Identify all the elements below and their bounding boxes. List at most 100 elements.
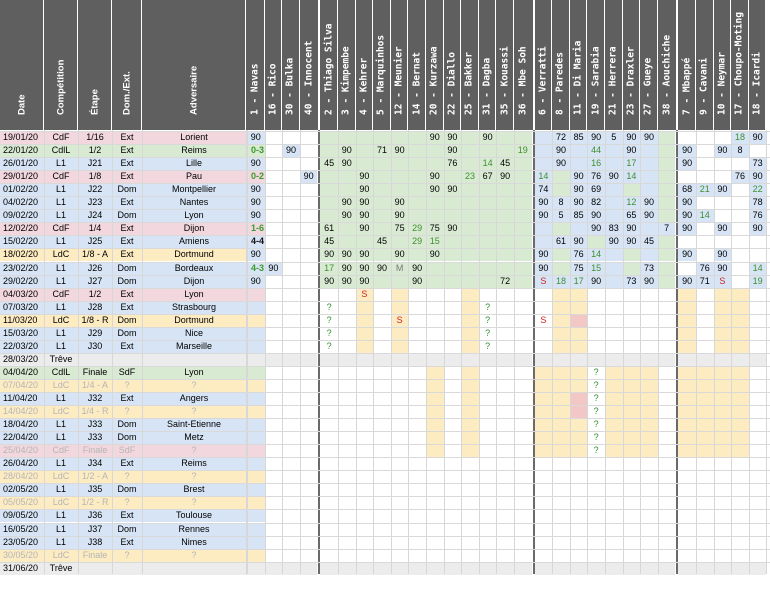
header-player[interactable]: 25 - Bakker <box>461 0 479 130</box>
row-opp[interactable]: Strasbourg <box>142 300 246 314</box>
row-opp[interactable]: Amiens <box>142 235 246 249</box>
row-opp[interactable]: Nantes <box>142 196 246 210</box>
header-player[interactable]: 4 - Kehrer <box>355 0 374 130</box>
header-player[interactable]: 27 - Gueye <box>640 0 658 130</box>
row-opp[interactable]: Nimes <box>142 535 246 549</box>
player-cell <box>444 301 462 314</box>
player-cell <box>535 549 553 562</box>
player-cell <box>247 262 265 275</box>
row-opp[interactable]: Marseille <box>142 339 246 353</box>
header-player[interactable]: 17 - Choupo-Moting <box>731 0 749 130</box>
player-cell <box>678 457 696 470</box>
player-cell <box>390 131 409 145</box>
header-player[interactable]: 12 - Meunier <box>390 0 409 130</box>
row-comp: L1 <box>44 418 78 432</box>
header-stage[interactable]: Étape <box>78 0 112 130</box>
row-opp[interactable]: ? <box>142 378 246 392</box>
header-player[interactable]: 7 - Mbappé <box>678 0 696 130</box>
player-cell: 45 <box>320 235 338 249</box>
row-opp[interactable]: Rennes <box>142 522 246 536</box>
player-cell <box>749 496 767 509</box>
header-competition[interactable]: Compétition <box>44 0 78 130</box>
grid-line-vertical <box>496 130 498 574</box>
row-opp[interactable]: Reims <box>142 457 246 471</box>
header-player[interactable]: 14 - Bernat <box>408 0 426 130</box>
header-label: Adversaire <box>188 65 199 115</box>
player-cell <box>282 183 300 196</box>
player-cell <box>443 209 462 223</box>
header-player[interactable]: 30 - Bulka <box>282 0 300 130</box>
row-opp[interactable]: ? <box>142 470 246 484</box>
header-player[interactable]: 21 - Herrera <box>605 0 623 130</box>
row-stage: J38 <box>78 535 112 549</box>
header-player[interactable]: 3 - Kimpembe <box>338 0 356 130</box>
row-opp[interactable] <box>142 352 246 366</box>
header-player[interactable]: 22 - Diallo <box>443 0 462 130</box>
header-player[interactable]: 31 - Dagba <box>478 0 497 130</box>
row-opp[interactable]: ? <box>142 444 246 458</box>
row-venue: Dom <box>112 431 142 445</box>
header-player[interactable]: 18 - Icardi <box>748 0 767 130</box>
header-player-label: 35 - Kouassi <box>499 46 511 115</box>
header-player[interactable]: 20 - Kurzawa <box>426 0 444 130</box>
row-opp[interactable]: ? <box>142 548 246 562</box>
row-opp[interactable]: Metz <box>142 431 246 445</box>
row-stage: J32 <box>78 392 112 406</box>
row-opp[interactable]: Lorient <box>142 131 246 145</box>
header-opponent[interactable]: Adversaire <box>142 0 246 130</box>
header-player[interactable]: 2 - Thiago Silva <box>320 0 338 130</box>
header-player[interactable]: 8 - Paredes <box>552 0 570 130</box>
row-opp[interactable]: Saint-Etienne <box>142 418 246 432</box>
player-cell: 73 <box>748 157 767 171</box>
header-player[interactable]: 9 - Cavani <box>696 0 714 130</box>
row-comp: CdlL <box>44 144 78 158</box>
header-player[interactable]: 40 - Innocent <box>299 0 321 130</box>
player-cell <box>300 157 318 170</box>
player-cell <box>552 536 570 549</box>
row-comp: LdC <box>44 496 78 510</box>
header-player[interactable]: 38 - Aouchiche <box>657 0 679 130</box>
row-opp[interactable]: Dortmund <box>142 313 246 327</box>
row-opp[interactable]: ? <box>142 405 246 419</box>
row-opp[interactable]: Lyon <box>142 365 246 379</box>
header-player[interactable]: 6 - Verratti <box>534 0 553 130</box>
header-player[interactable]: 11 - Di Maria <box>569 0 588 130</box>
row-opp[interactable]: Lyon <box>142 287 246 301</box>
row-opp[interactable]: Angers <box>142 392 246 406</box>
header-venue[interactable]: Dom./Ext. <box>112 0 142 130</box>
row-opp[interactable]: Dijon <box>142 274 246 288</box>
row-opp[interactable] <box>142 561 246 575</box>
row-opp[interactable]: Toulouse <box>142 509 246 523</box>
row-opp[interactable]: Dortmund <box>142 248 246 262</box>
row-opp[interactable]: Bordeaux <box>142 261 246 275</box>
player-cell <box>657 144 676 158</box>
row-opp[interactable]: Nice <box>142 326 246 340</box>
header-player[interactable]: 36 - Mbe Soh <box>514 0 535 130</box>
row-opp[interactable]: Lyon <box>142 209 246 223</box>
row-venue: ? <box>112 548 142 562</box>
player-cell <box>552 405 570 419</box>
player-cell <box>265 405 283 418</box>
row-opp[interactable]: Brest <box>142 483 246 497</box>
row-opp[interactable]: Lille <box>142 157 246 171</box>
header-date[interactable]: Date <box>0 0 44 130</box>
player-cell <box>444 392 462 405</box>
row-opp[interactable]: Montpellier <box>142 183 246 197</box>
header-player[interactable]: 1 - Navas <box>247 0 265 130</box>
player-cell: 90 <box>622 131 641 145</box>
player-cell <box>569 313 588 327</box>
player-cell <box>678 313 696 327</box>
player-cell: 71 <box>373 144 391 158</box>
player-cell: 90 <box>713 222 732 236</box>
header-player[interactable]: 19 - Sarabia <box>587 0 605 130</box>
header-player[interactable]: 16 - Rico <box>264 0 283 130</box>
row-opp[interactable]: Dijon <box>142 222 246 236</box>
header-player[interactable]: 23 - Draxler <box>622 0 641 130</box>
row-opp[interactable]: Pau <box>142 170 246 184</box>
header-player[interactable]: 35 - Kouassi <box>496 0 514 130</box>
player-cell <box>534 561 553 575</box>
row-opp[interactable]: Reims <box>142 144 246 158</box>
header-player[interactable]: 10 - Neymar <box>713 0 732 130</box>
header-player[interactable]: 5 - Marquinhos <box>373 0 391 130</box>
row-opp[interactable]: ? <box>142 496 246 510</box>
